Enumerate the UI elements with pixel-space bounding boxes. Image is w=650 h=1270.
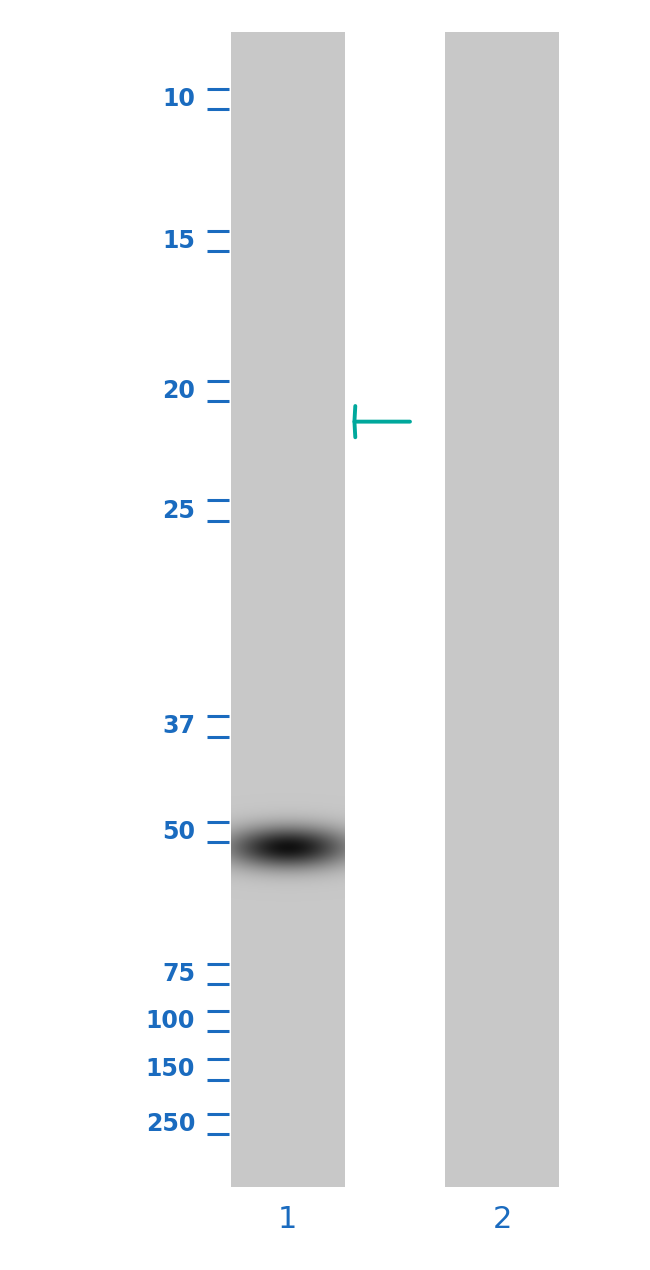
Text: 250: 250 [146,1113,195,1135]
Text: 2: 2 [493,1205,512,1233]
Text: 150: 150 [146,1058,195,1081]
Text: 75: 75 [162,963,195,986]
Text: 100: 100 [146,1010,195,1033]
Bar [445,32,559,1187]
Text: 37: 37 [162,715,195,738]
Text: 25: 25 [162,499,195,522]
Text: 1: 1 [278,1205,297,1233]
Text: 15: 15 [162,230,195,253]
Text: 50: 50 [162,820,195,843]
Bar [231,32,344,1187]
Text: 20: 20 [162,380,195,403]
Text: 10: 10 [162,88,195,110]
